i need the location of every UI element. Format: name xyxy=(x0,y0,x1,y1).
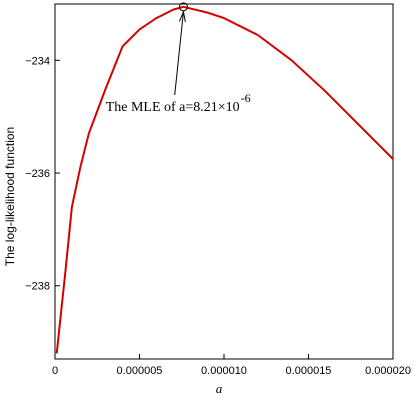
x-tick-label: 0 xyxy=(52,365,58,377)
axes: −234 −236 −238 0 0.000005 0.000010 0.000015 0.0… xyxy=(3,55,411,396)
y-tick-label: −238 xyxy=(25,281,50,293)
x-tick-label: 0.000005 xyxy=(117,365,163,377)
y-tick-label: −236 xyxy=(25,168,50,180)
y-axis-title: The log-likelihood function xyxy=(3,127,17,266)
annotation-arrowhead xyxy=(178,10,186,23)
series-line xyxy=(55,5,394,354)
annotation-layer: The MLE of a=8.21×10-6 xyxy=(106,2,251,115)
y-tick-label: −234 xyxy=(25,55,50,67)
x-axis-title: a xyxy=(216,381,223,396)
annotation-superscript: -6 xyxy=(241,91,251,105)
annotation-text: The MLE of a=8.21×10 xyxy=(106,100,240,115)
plot-area xyxy=(54,3,394,360)
x-tick-label: 0.000020 xyxy=(365,365,411,377)
plot-frame xyxy=(54,3,394,360)
annotation-arrow-line xyxy=(174,11,184,96)
series-layer xyxy=(55,5,394,354)
x-tick-label: 0.000015 xyxy=(286,365,332,377)
x-tick-label: 0.000010 xyxy=(201,365,247,377)
